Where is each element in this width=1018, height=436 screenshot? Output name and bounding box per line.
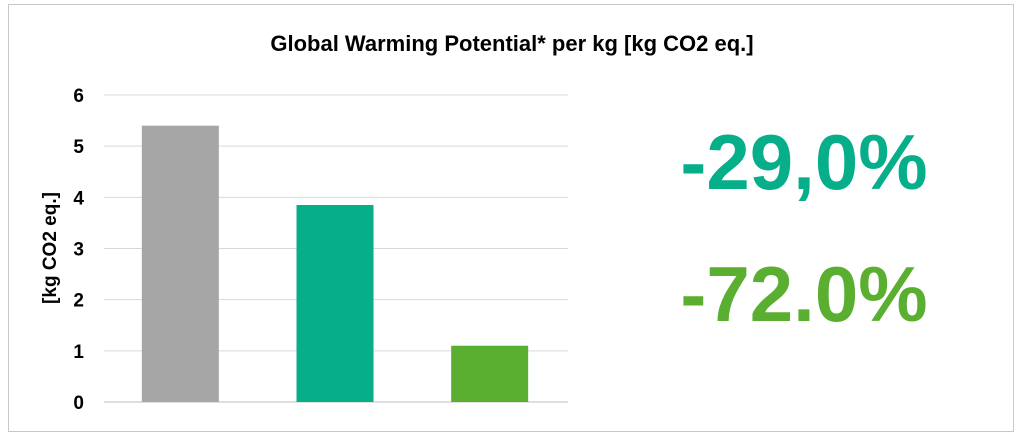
y-tick-label: 3 <box>73 240 84 261</box>
y-tick-label: 0 <box>73 393 84 414</box>
chart-title: Global Warming Potential* per kg [kg CO2… <box>270 31 753 56</box>
y-tick-label: 1 <box>73 342 84 363</box>
bar-2 <box>296 205 374 402</box>
bar-3 <box>451 345 529 402</box>
y-tick-label: 6 <box>73 86 84 107</box>
reduction-annotation-1: -29,0% <box>680 118 927 206</box>
y-tick-label: 5 <box>73 137 84 158</box>
bars <box>141 125 529 402</box>
y-tick-label: 4 <box>73 188 84 209</box>
y-tick-label: 2 <box>73 291 84 312</box>
bar-1 <box>141 125 219 402</box>
y-tick-labels: 0 1 2 3 4 5 6 <box>73 86 84 414</box>
reduction-annotation-2: -72.0% <box>680 250 927 338</box>
y-axis-label: [kg CO2 eq.] <box>40 192 61 304</box>
